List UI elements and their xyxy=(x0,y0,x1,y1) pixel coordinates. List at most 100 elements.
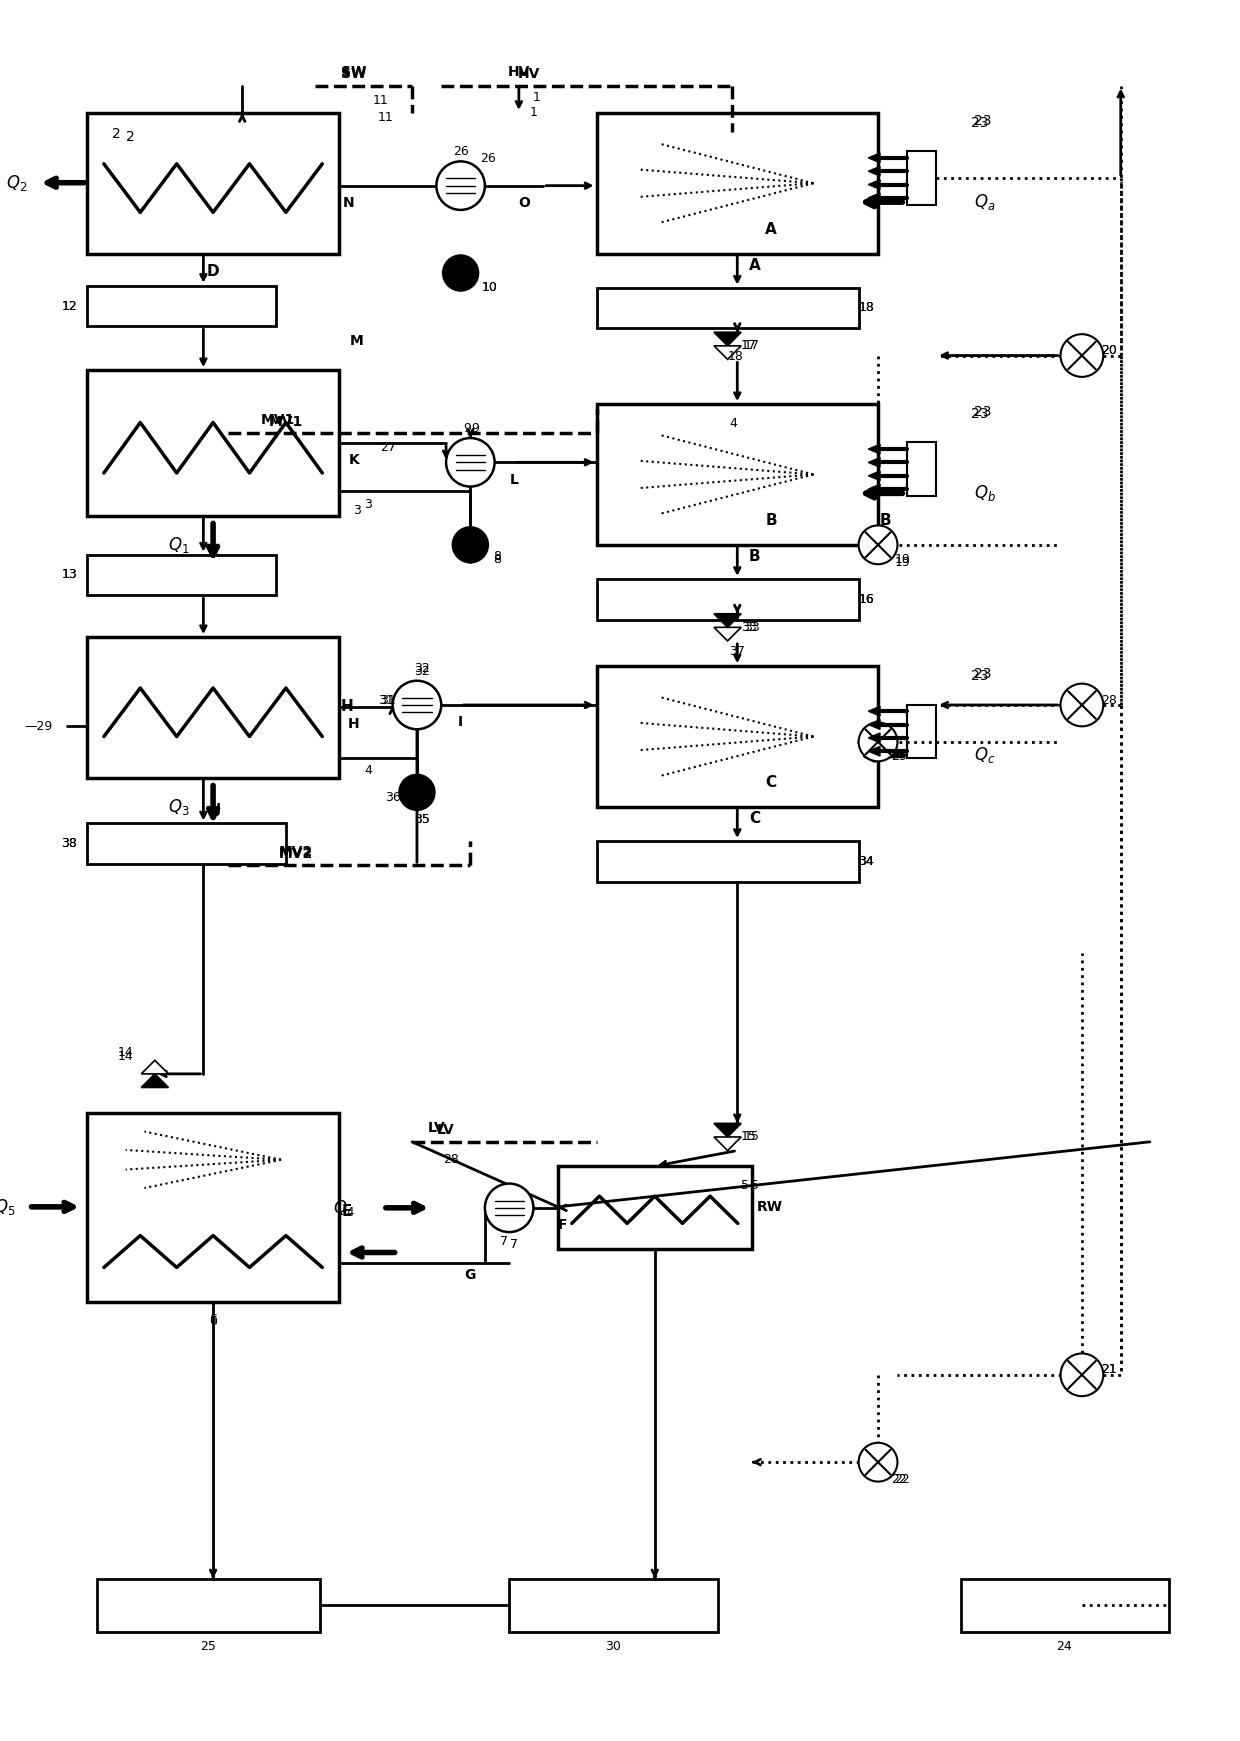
Text: 33: 33 xyxy=(744,622,760,634)
Text: 31: 31 xyxy=(378,693,394,707)
Text: 12: 12 xyxy=(62,299,77,313)
Text: 23: 23 xyxy=(975,667,992,681)
Text: 23: 23 xyxy=(971,669,988,682)
Text: K: K xyxy=(348,453,360,467)
Text: HV: HV xyxy=(507,64,529,78)
Polygon shape xyxy=(714,1123,742,1137)
Text: H: H xyxy=(348,717,360,731)
Text: 14: 14 xyxy=(118,1050,134,1064)
Text: 18: 18 xyxy=(858,301,874,315)
Polygon shape xyxy=(141,1074,169,1088)
Text: 28: 28 xyxy=(1101,693,1117,707)
Text: 24: 24 xyxy=(1056,1640,1073,1654)
Text: 9: 9 xyxy=(471,421,479,435)
Text: 23: 23 xyxy=(971,407,988,421)
Circle shape xyxy=(1060,334,1104,376)
Text: $Q_4$: $Q_4$ xyxy=(334,1198,355,1219)
Polygon shape xyxy=(868,179,880,190)
Bar xyxy=(87,1112,340,1302)
Polygon shape xyxy=(714,346,742,359)
Text: MV1: MV1 xyxy=(269,414,303,428)
Text: L: L xyxy=(510,474,518,487)
Text: 1: 1 xyxy=(529,106,537,120)
Text: 2: 2 xyxy=(126,131,135,145)
Text: F: F xyxy=(558,1219,568,1233)
Text: 16: 16 xyxy=(858,592,874,606)
Bar xyxy=(596,841,858,881)
Text: C: C xyxy=(766,775,776,790)
Circle shape xyxy=(858,723,898,761)
Circle shape xyxy=(446,439,495,486)
Text: 16: 16 xyxy=(858,592,874,606)
Text: 26: 26 xyxy=(480,151,496,165)
Text: 4: 4 xyxy=(729,418,738,430)
Text: 28: 28 xyxy=(443,1153,459,1166)
Circle shape xyxy=(443,256,479,291)
Text: 1: 1 xyxy=(532,91,541,104)
Text: SW: SW xyxy=(341,64,367,78)
Polygon shape xyxy=(868,719,880,729)
Text: 33: 33 xyxy=(742,622,756,634)
Circle shape xyxy=(1060,1353,1104,1396)
Bar xyxy=(87,823,286,864)
Text: 20: 20 xyxy=(1101,345,1117,357)
Text: 27: 27 xyxy=(379,440,396,454)
Circle shape xyxy=(858,526,898,564)
Text: $Q_a$: $Q_a$ xyxy=(975,192,996,212)
Text: 3: 3 xyxy=(365,498,372,510)
Text: 34: 34 xyxy=(858,855,874,867)
Text: 31: 31 xyxy=(379,693,396,707)
Text: 6: 6 xyxy=(210,1313,217,1327)
Text: 7: 7 xyxy=(510,1238,518,1252)
Text: 18: 18 xyxy=(858,301,874,315)
Bar xyxy=(961,1579,1169,1631)
Polygon shape xyxy=(868,167,880,176)
Polygon shape xyxy=(868,733,880,743)
Bar xyxy=(596,113,878,254)
Text: —29: —29 xyxy=(25,719,53,733)
Bar xyxy=(87,113,340,254)
Text: 12: 12 xyxy=(62,299,77,313)
Text: 38: 38 xyxy=(62,837,77,850)
Text: $Q_2$: $Q_2$ xyxy=(6,172,27,193)
Text: 15: 15 xyxy=(744,1130,760,1144)
Text: D: D xyxy=(207,263,219,279)
Text: A: A xyxy=(749,258,760,273)
Text: 35: 35 xyxy=(414,813,430,825)
Text: MV2: MV2 xyxy=(279,846,312,860)
Text: $Q_b$: $Q_b$ xyxy=(973,484,996,503)
Text: 11: 11 xyxy=(373,94,389,106)
Text: 21: 21 xyxy=(1101,1363,1117,1377)
Polygon shape xyxy=(868,458,880,467)
Text: 7: 7 xyxy=(500,1236,508,1248)
Text: B: B xyxy=(749,548,760,564)
Text: 14: 14 xyxy=(118,1046,134,1059)
Circle shape xyxy=(393,681,441,729)
Text: 30: 30 xyxy=(605,1640,621,1654)
Text: J: J xyxy=(216,803,221,817)
Polygon shape xyxy=(714,1137,742,1151)
Bar xyxy=(596,287,858,329)
Text: LV: LV xyxy=(438,1123,455,1137)
Circle shape xyxy=(485,1184,533,1233)
Text: HV: HV xyxy=(517,66,539,82)
Text: SW: SW xyxy=(341,66,367,82)
Text: 11: 11 xyxy=(378,111,394,124)
Polygon shape xyxy=(868,193,880,202)
Circle shape xyxy=(399,775,434,810)
Bar xyxy=(510,1579,718,1631)
Text: 16: 16 xyxy=(858,592,874,606)
Text: 10: 10 xyxy=(482,280,497,294)
Text: MV2: MV2 xyxy=(279,844,312,858)
Text: 25: 25 xyxy=(201,1640,216,1654)
Bar xyxy=(596,404,878,545)
Text: 5: 5 xyxy=(742,1179,749,1193)
Polygon shape xyxy=(141,1060,169,1074)
Text: $Q_5$: $Q_5$ xyxy=(0,1196,15,1217)
Text: 37: 37 xyxy=(729,646,745,658)
Text: 23: 23 xyxy=(971,115,988,129)
Text: C: C xyxy=(749,811,760,825)
Text: 17: 17 xyxy=(744,339,760,352)
Circle shape xyxy=(1060,684,1104,726)
Text: H: H xyxy=(341,700,353,714)
